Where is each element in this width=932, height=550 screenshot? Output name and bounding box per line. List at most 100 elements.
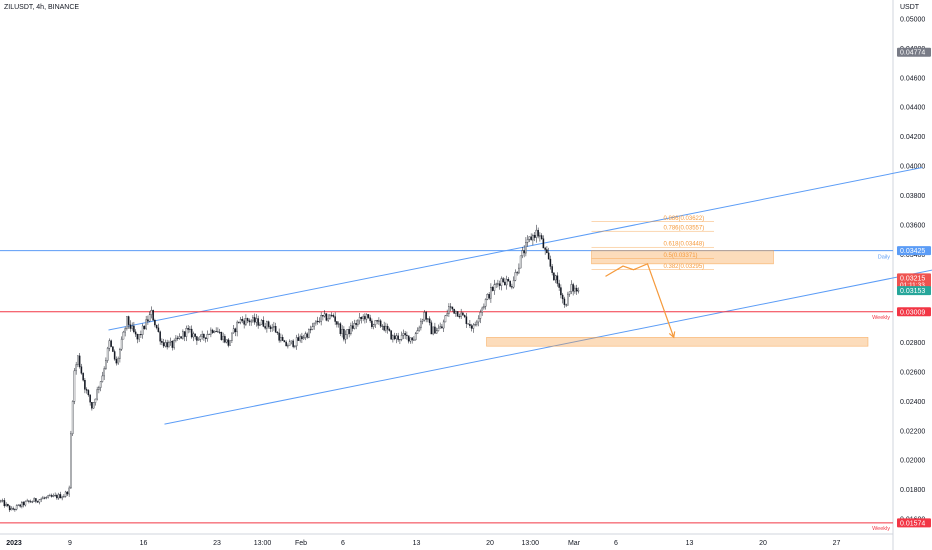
support-zone[interactable] xyxy=(486,337,869,347)
candle-body[interactable] xyxy=(469,324,471,326)
candle-body[interactable] xyxy=(491,287,494,291)
candle-body[interactable] xyxy=(386,325,389,330)
candle-body[interactable] xyxy=(276,332,279,334)
candle-body[interactable] xyxy=(511,286,513,288)
candle-body[interactable] xyxy=(101,375,104,382)
candle-body[interactable] xyxy=(470,325,473,329)
candle-body[interactable] xyxy=(154,320,156,326)
candle-body[interactable] xyxy=(274,326,277,333)
candle-body[interactable] xyxy=(178,336,181,339)
candle-body[interactable] xyxy=(350,325,352,335)
candle-body[interactable] xyxy=(544,247,546,250)
candle-body[interactable] xyxy=(141,325,144,335)
candle-body[interactable] xyxy=(304,333,307,338)
candle-body[interactable] xyxy=(441,326,443,329)
candle-body[interactable] xyxy=(530,236,532,241)
candle-body[interactable] xyxy=(302,337,305,340)
candle-body[interactable] xyxy=(33,498,35,502)
candle-body[interactable] xyxy=(358,317,361,322)
candle-body[interactable] xyxy=(467,323,469,325)
candle-body[interactable] xyxy=(343,329,345,340)
candle-body[interactable] xyxy=(390,330,392,340)
candle-body[interactable] xyxy=(180,336,182,339)
candle-body[interactable] xyxy=(362,316,364,319)
candle-body[interactable] xyxy=(260,320,263,325)
candle-body[interactable] xyxy=(28,500,30,502)
candle-body[interactable] xyxy=(567,293,569,306)
candle-body[interactable] xyxy=(509,281,511,287)
candle-body[interactable] xyxy=(525,242,527,254)
candle-body[interactable] xyxy=(218,331,221,333)
candle-body[interactable] xyxy=(106,347,109,361)
candle-body[interactable] xyxy=(556,275,559,284)
candle-body[interactable] xyxy=(225,339,228,343)
candle-body[interactable] xyxy=(136,333,139,340)
candle-body[interactable] xyxy=(374,320,377,325)
candle-body[interactable] xyxy=(297,337,300,341)
candle-body[interactable] xyxy=(175,337,177,341)
candle-body[interactable] xyxy=(348,329,350,335)
candle-body[interactable] xyxy=(290,340,293,342)
candle-body[interactable] xyxy=(402,333,405,336)
candle-body[interactable] xyxy=(451,306,454,310)
candle-body[interactable] xyxy=(155,324,158,329)
candle-body[interactable] xyxy=(222,336,224,340)
candle-body[interactable] xyxy=(112,346,114,352)
candle-body[interactable] xyxy=(434,326,436,334)
candle-body[interactable] xyxy=(295,337,298,347)
candle-body[interactable] xyxy=(505,278,508,286)
candle-body[interactable] xyxy=(208,333,210,335)
candle-body[interactable] xyxy=(19,504,21,507)
candle-body[interactable] xyxy=(255,318,258,323)
candle-body[interactable] xyxy=(449,306,452,308)
candle-body[interactable] xyxy=(360,317,363,319)
candle-body[interactable] xyxy=(323,313,326,317)
candle-body[interactable] xyxy=(269,326,272,329)
candle-body[interactable] xyxy=(147,319,149,322)
candle-body[interactable] xyxy=(430,322,433,335)
candle-body[interactable] xyxy=(540,235,543,239)
candle-body[interactable] xyxy=(315,320,317,324)
candle-body[interactable] xyxy=(435,330,438,334)
projection-path[interactable] xyxy=(605,263,675,338)
candle-body[interactable] xyxy=(364,316,366,320)
candle-body[interactable] xyxy=(406,334,408,336)
candle-body[interactable] xyxy=(570,284,573,292)
candle-body[interactable] xyxy=(442,321,445,329)
candle-body[interactable] xyxy=(50,495,53,497)
candle-body[interactable] xyxy=(346,329,349,336)
candle-body[interactable] xyxy=(278,332,280,341)
candle-body[interactable] xyxy=(91,402,93,409)
candle-body[interactable] xyxy=(159,331,161,342)
candle-body[interactable] xyxy=(336,321,338,325)
candle-body[interactable] xyxy=(558,283,560,288)
candle-body[interactable] xyxy=(316,320,319,323)
candle-body[interactable] xyxy=(490,287,492,299)
candle-body[interactable] xyxy=(341,329,343,334)
candle-body[interactable] xyxy=(164,342,167,347)
candle-body[interactable] xyxy=(456,311,459,317)
candle-body[interactable] xyxy=(395,335,398,340)
candle-body[interactable] xyxy=(26,500,28,502)
candle-body[interactable] xyxy=(203,334,205,338)
candle-body[interactable] xyxy=(439,326,441,329)
candle-body[interactable] xyxy=(371,320,373,327)
candle-body[interactable] xyxy=(213,330,216,333)
candle-body[interactable] xyxy=(64,491,67,497)
candle-body[interactable] xyxy=(514,272,517,281)
candle-body[interactable] xyxy=(157,327,160,332)
candle-body[interactable] xyxy=(519,255,522,269)
candle-body[interactable] xyxy=(161,341,163,343)
candle-body[interactable] xyxy=(199,336,202,340)
candle-body[interactable] xyxy=(12,508,14,510)
candle-body[interactable] xyxy=(238,321,240,323)
candle-body[interactable] xyxy=(231,332,233,341)
candle-body[interactable] xyxy=(561,294,564,300)
candle-body[interactable] xyxy=(47,495,49,498)
candle-body[interactable] xyxy=(31,501,34,503)
candle-body[interactable] xyxy=(131,325,133,329)
candle-body[interactable] xyxy=(414,333,417,341)
candle-body[interactable] xyxy=(285,341,287,347)
candle-body[interactable] xyxy=(528,236,531,240)
candle-body[interactable] xyxy=(379,320,382,327)
